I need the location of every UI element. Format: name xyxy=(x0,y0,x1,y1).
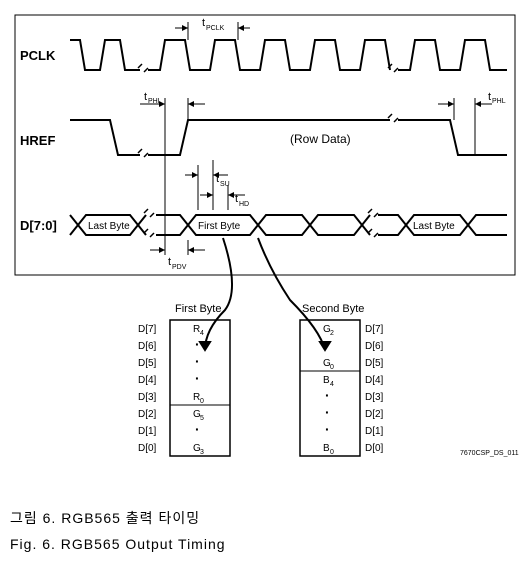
svg-text:Second Byte: Second Byte xyxy=(302,303,364,315)
timing-diagram-container: PCLK t PCLK HREF t PHL t PHL (Row Data) … xyxy=(10,10,519,552)
svg-text:D[2]: D[2] xyxy=(138,409,157,420)
svg-text:HD: HD xyxy=(239,201,249,208)
tpclk-dimension: t PCLK xyxy=(175,17,250,40)
svg-text:D[6]: D[6] xyxy=(365,341,384,352)
svg-text:B: B xyxy=(323,375,330,386)
tpdv-dimension: t PDV xyxy=(150,155,205,271)
svg-text:·: · xyxy=(325,404,330,420)
svg-text:4: 4 xyxy=(330,381,334,388)
svg-text:D[4]: D[4] xyxy=(365,375,384,386)
svg-text:D[3]: D[3] xyxy=(138,392,157,403)
timing-diagram-svg: PCLK t PCLK HREF t PHL t PHL (Row Data) … xyxy=(10,10,519,500)
svg-text:First Byte: First Byte xyxy=(175,303,221,315)
svg-text:·: · xyxy=(325,336,330,352)
svg-text:D[0]: D[0] xyxy=(138,443,157,454)
svg-text:D[7]: D[7] xyxy=(365,324,384,335)
svg-text:D[5]: D[5] xyxy=(138,358,157,369)
svg-text:·: · xyxy=(195,370,200,386)
svg-text:t: t xyxy=(488,91,491,103)
svg-text:2: 2 xyxy=(330,330,334,337)
svg-text:D[4]: D[4] xyxy=(138,375,157,386)
tphl-right-dimension: t PHL xyxy=(438,91,506,155)
svg-text:D[1]: D[1] xyxy=(365,426,384,437)
caption-english: Fig. 6. RGB565 Output Timing xyxy=(10,536,519,552)
svg-text:·: · xyxy=(325,421,330,437)
svg-text:B: B xyxy=(323,443,330,454)
caption-korean: 그림 6. RGB565 출력 타이밍 xyxy=(10,508,519,528)
row-data-label: (Row Data) xyxy=(290,132,351,146)
tsu-dimension: t SU xyxy=(185,160,230,210)
svg-text:D[7]: D[7] xyxy=(138,324,157,335)
svg-text:0: 0 xyxy=(330,449,334,456)
svg-text:D[1]: D[1] xyxy=(138,426,157,437)
href-waveform xyxy=(70,114,507,157)
tphl-left-dimension: t PHL xyxy=(140,91,205,155)
first-byte-table: First Byte D[7] D[6] D[5] D[4] D[3] D[2]… xyxy=(138,303,230,456)
svg-text:D[6]: D[6] xyxy=(138,341,157,352)
svg-text:t: t xyxy=(168,256,171,268)
svg-text:t: t xyxy=(144,91,147,103)
svg-text:·: · xyxy=(195,421,200,437)
svg-text:D[5]: D[5] xyxy=(365,358,384,369)
href-label: HREF xyxy=(20,133,55,148)
svg-text:0: 0 xyxy=(200,398,204,405)
svg-text:PHL: PHL xyxy=(492,98,506,105)
data-label: D[7:0] xyxy=(20,218,57,233)
svg-text:·: · xyxy=(195,336,200,352)
pclk-waveform xyxy=(70,40,507,72)
last-byte-1: Last Byte xyxy=(88,221,130,232)
svg-text:D[0]: D[0] xyxy=(365,443,384,454)
svg-text:D[2]: D[2] xyxy=(365,409,384,420)
svg-text:PDV: PDV xyxy=(172,264,187,271)
svg-text:PCLK: PCLK xyxy=(206,25,225,32)
svg-text:·: · xyxy=(195,353,200,369)
thd-dimension: t HD xyxy=(200,185,249,210)
svg-text:t: t xyxy=(216,173,219,185)
svg-text:PHL: PHL xyxy=(148,98,162,105)
svg-text:t: t xyxy=(235,193,238,205)
last-byte-2: Last Byte xyxy=(413,221,455,232)
svg-text:4: 4 xyxy=(200,330,204,337)
svg-text:·: · xyxy=(325,387,330,403)
curved-arrows xyxy=(200,238,330,350)
first-byte-1: First Byte xyxy=(198,221,241,232)
ref-id: 7670CSP_DS_011 xyxy=(460,450,519,457)
svg-text:t: t xyxy=(202,17,205,29)
svg-text:D[3]: D[3] xyxy=(365,392,384,403)
svg-text:3: 3 xyxy=(200,449,204,456)
svg-text:5: 5 xyxy=(200,415,204,422)
svg-text:0: 0 xyxy=(330,364,334,371)
pclk-label: PCLK xyxy=(20,48,56,63)
